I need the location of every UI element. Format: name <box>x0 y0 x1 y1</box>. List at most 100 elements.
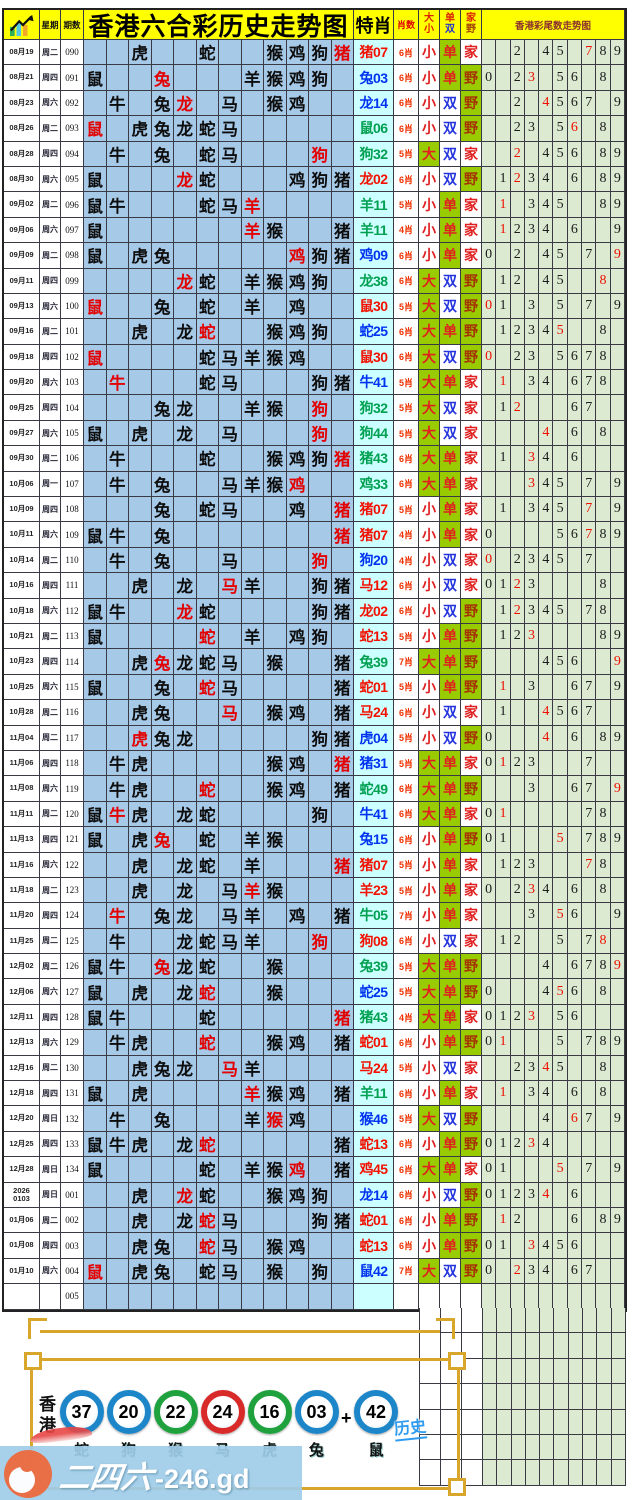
tail-cell-5: 5 <box>553 547 568 574</box>
tail-cell-4: 4 <box>539 1233 554 1259</box>
zodiac-cell-蛇 <box>196 700 219 726</box>
tail-cell-9: 9 <box>610 293 625 320</box>
tail-cell-5: 5 <box>553 40 568 66</box>
small-label: 小 <box>424 23 434 35</box>
draw-date: 10月23 <box>4 649 40 675</box>
zodiac-cell-鸡 <box>286 573 309 599</box>
tail-cell-4: 4 <box>539 446 554 472</box>
zodiac-count: 6肖 <box>394 90 419 117</box>
tail-cell-8 <box>596 446 611 472</box>
empty-grid-cell <box>583 1358 598 1385</box>
tail-cell-5: 5 <box>553 268 568 294</box>
tail-cell-9 <box>610 928 625 955</box>
zodiac-cell-鼠: 鼠 <box>84 979 107 1005</box>
zodiac-cell-牛: 牛 <box>106 90 129 117</box>
zodiac-cell-牛 <box>106 1233 129 1259</box>
tail-cell-4: 4 <box>539 166 554 193</box>
tail-cell-7 <box>582 649 597 675</box>
tail-cell-6: 6 <box>567 141 583 167</box>
tail-cell-7: 7 <box>582 750 597 777</box>
tail-cell-1: 1 <box>496 1030 511 1056</box>
zodiac-cell-虎: 虎 <box>129 40 152 66</box>
tail-cell-3 <box>524 395 540 421</box>
period-number: 111 <box>61 573 84 599</box>
zodiac-cell-兔 <box>151 1284 174 1310</box>
table-header: 星期 期数 香港六合彩历史走势图 特肖 肖数 大 小 单 双 家 野 香港彩尾数… <box>4 10 625 40</box>
period-number: 004 <box>61 1258 84 1285</box>
tail-cell-1 <box>496 979 511 1005</box>
zodiac-cell-猴 <box>264 1207 287 1234</box>
big-small-value: 小 <box>419 674 440 701</box>
zodiac-cell-猴: 猴 <box>264 344 287 371</box>
zodiac-cell-鸡: 鸡 <box>286 1182 309 1208</box>
zodiac-cell-牛: 牛 <box>106 928 129 955</box>
period-number: 129 <box>61 1030 84 1056</box>
zodiac-cell-鼠 <box>84 776 107 802</box>
period-number: 104 <box>61 395 84 421</box>
zodiac-cell-鼠: 鼠 <box>84 344 107 371</box>
zodiac-cell-羊 <box>241 674 264 701</box>
zodiac-cell-虎 <box>129 623 152 650</box>
balls-row: 37蛇20狗22猴24马16虎03兔+42鼠 <box>58 1390 400 1460</box>
zodiac-cell-猪: 猪 <box>331 243 354 269</box>
tail-cell-4 <box>539 65 554 91</box>
period-row-091: 08月21 周四 091 鼠兔羊猴鸡狗兔03 6肖小单野 0 2 3 5 6 8 <box>4 65 625 91</box>
home-wild-value: 野 <box>461 1106 482 1132</box>
zodiac-cell-虎 <box>129 1004 152 1031</box>
tail-cell-6 <box>567 319 583 345</box>
tail-cell-2: 2 <box>510 166 525 193</box>
tail-cell-4 <box>539 623 554 650</box>
tail-cell-1: 1 <box>496 674 511 701</box>
zodiac-cell-蛇: 蛇 <box>196 1182 219 1208</box>
zodiac-cell-狗 <box>309 750 332 777</box>
draw-date: 08月21 <box>4 65 40 91</box>
zodiac-count: 7肖 <box>394 903 419 929</box>
zodiac-count: 6肖 <box>394 243 419 269</box>
tail-cell-0 <box>482 395 497 421</box>
empty-grid-cell <box>597 1358 612 1385</box>
zodiac-cell-兔 <box>151 1004 174 1031</box>
zodiac-cell-蛇 <box>196 395 219 421</box>
zodiac-cell-牛 <box>106 40 129 66</box>
big-small-value: 大 <box>419 1157 440 1183</box>
tail-cell-3: 3 <box>524 1182 540 1208</box>
zodiac-cell-马 <box>219 1182 242 1208</box>
zodiac-cell-猴: 猴 <box>264 1233 287 1259</box>
home-wild-value: 家 <box>461 547 482 574</box>
zodiac-cell-羊: 羊 <box>241 852 264 878</box>
zodiac-cell-猪 <box>331 471 354 498</box>
zodiac-cell-蛇: 蛇 <box>196 623 219 650</box>
tail-cell-7: 7 <box>582 522 597 548</box>
zodiac-cell-虎: 虎 <box>129 827 152 853</box>
rows: 08月19 周二 090 虎蛇猴鸡狗猪猪07 6肖小单家 2 4 5 7 8 9 08月21 周四 091… <box>4 40 625 1310</box>
tail-cell-5: 5 <box>553 522 568 548</box>
tail-cell-2: 2 <box>510 877 525 904</box>
tail-cell-9 <box>610 1055 625 1082</box>
home-wild-value: 家 <box>461 40 482 66</box>
empty-grid-cell <box>511 1358 526 1385</box>
tail-cell-2 <box>510 446 525 472</box>
zodiac-cell-龙 <box>174 497 197 523</box>
zodiac-cell-马: 马 <box>219 471 242 498</box>
zodiac-cell-鼠: 鼠 <box>84 522 107 548</box>
odd-even-value: 双 <box>440 268 461 294</box>
zodiac-cell-羊 <box>241 243 264 269</box>
tail-cell-5 <box>553 852 568 878</box>
zodiac-cell-龙: 龙 <box>174 319 197 345</box>
zodiac-cell-鸡: 鸡 <box>286 750 309 777</box>
big-small-value: 小 <box>419 65 440 91</box>
tail-cell-8: 8 <box>596 979 611 1005</box>
draw-date: 10月11 <box>4 522 40 548</box>
zodiac-cell-鸡 <box>286 827 309 853</box>
zodiac-cell-龙 <box>174 1233 197 1259</box>
tail-cell-9 <box>610 1081 625 1107</box>
tail-cell-9: 9 <box>610 1207 625 1234</box>
zodiac-cell-虎 <box>129 547 152 574</box>
tail-cell-5 <box>553 954 568 980</box>
empty-grid-cell <box>462 1333 483 1359</box>
empty-grid-cell <box>483 1384 498 1410</box>
zodiac-cell-狗 <box>309 192 332 218</box>
zodiac-cell-蛇: 蛇 <box>196 979 219 1005</box>
tail-cell-2 <box>510 801 525 828</box>
zodiac-cell-龙: 龙 <box>174 928 197 955</box>
